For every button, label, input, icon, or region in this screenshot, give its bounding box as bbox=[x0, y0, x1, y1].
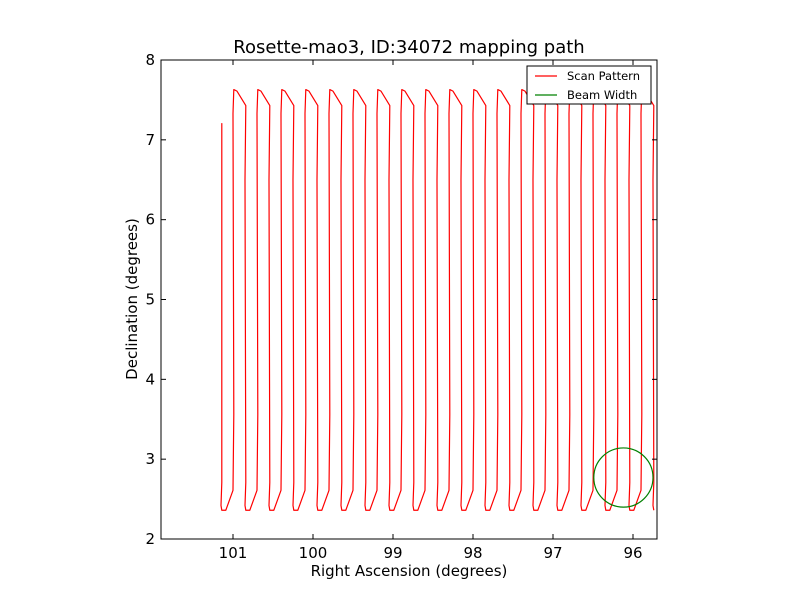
chart-title: Rosette-mao3, ID:34072 mapping path bbox=[233, 37, 584, 58]
y-tick-label: 2 bbox=[145, 530, 155, 548]
y-tick-label: 8 bbox=[145, 51, 155, 69]
y-tick-label: 5 bbox=[145, 291, 155, 309]
x-tick-label: 101 bbox=[219, 544, 248, 562]
y-tick-label: 7 bbox=[145, 131, 155, 149]
legend: Scan Pattern Beam Width bbox=[526, 65, 652, 105]
scan-pattern-line bbox=[220, 88, 655, 511]
beam-width-circle bbox=[593, 447, 654, 508]
plot-frame bbox=[160, 59, 658, 540]
y-axis-label: Declination (degrees) bbox=[123, 218, 141, 380]
x-tick-label: 97 bbox=[543, 544, 562, 562]
legend-scan-pattern-label: Scan Pattern bbox=[567, 69, 640, 83]
y-tick-label: 4 bbox=[145, 370, 155, 388]
x-axis-ticks: 101 100 99 98 97 96 bbox=[219, 60, 643, 562]
plot-area bbox=[220, 88, 655, 511]
y-tick-label: 6 bbox=[145, 211, 155, 229]
x-tick-label: 99 bbox=[383, 544, 402, 562]
x-axis-label: Right Ascension (degrees) bbox=[311, 562, 508, 580]
legend-beam-width-label: Beam Width bbox=[567, 88, 637, 102]
legend-frame bbox=[526, 65, 652, 105]
x-tick-label: 96 bbox=[623, 544, 642, 562]
x-tick-label: 98 bbox=[463, 544, 482, 562]
y-tick-label: 3 bbox=[145, 450, 155, 468]
x-tick-label: 100 bbox=[299, 544, 328, 562]
